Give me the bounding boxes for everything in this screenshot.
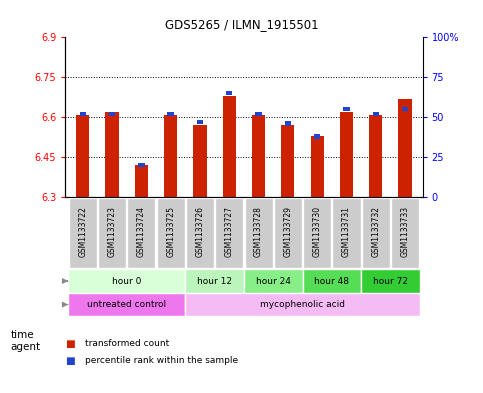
FancyBboxPatch shape (244, 198, 272, 268)
Text: GSM1133726: GSM1133726 (196, 206, 204, 257)
FancyBboxPatch shape (185, 293, 420, 316)
Text: GSM1133728: GSM1133728 (254, 206, 263, 257)
Bar (284, 121, 291, 126)
Bar (80, 112, 86, 116)
FancyBboxPatch shape (68, 293, 185, 316)
FancyBboxPatch shape (185, 269, 244, 293)
Bar (372, 112, 379, 116)
Text: untreated control: untreated control (87, 300, 166, 309)
Bar (256, 112, 262, 116)
Text: GSM1133722: GSM1133722 (78, 206, 87, 257)
Bar (398, 99, 412, 197)
Text: GSM1133730: GSM1133730 (313, 206, 322, 257)
Text: hour 12: hour 12 (197, 277, 232, 285)
Text: GDS5265 / ILMN_1915501: GDS5265 / ILMN_1915501 (165, 18, 318, 31)
FancyBboxPatch shape (391, 198, 419, 268)
Text: ■: ■ (65, 339, 75, 349)
Bar (314, 134, 320, 139)
Bar (105, 112, 119, 197)
FancyBboxPatch shape (186, 198, 214, 268)
Text: GSM1133724: GSM1133724 (137, 206, 146, 257)
Bar (197, 120, 203, 124)
FancyBboxPatch shape (128, 198, 156, 268)
Text: hour 24: hour 24 (256, 277, 291, 285)
Bar (340, 112, 353, 197)
Bar (76, 114, 89, 197)
FancyBboxPatch shape (274, 198, 302, 268)
Bar (193, 125, 207, 197)
Bar (226, 91, 232, 95)
Bar (252, 114, 265, 197)
Text: GSM1133731: GSM1133731 (342, 206, 351, 257)
FancyBboxPatch shape (69, 198, 97, 268)
FancyBboxPatch shape (361, 269, 420, 293)
Bar (135, 165, 148, 197)
Text: GSM1133729: GSM1133729 (284, 206, 292, 257)
Text: agent: agent (11, 342, 41, 352)
Bar (138, 163, 144, 167)
FancyBboxPatch shape (244, 269, 302, 293)
FancyBboxPatch shape (215, 198, 243, 268)
Text: hour 72: hour 72 (373, 277, 408, 285)
Bar (164, 114, 177, 197)
Text: mycophenolic acid: mycophenolic acid (260, 300, 345, 309)
FancyBboxPatch shape (303, 198, 331, 268)
Bar (168, 112, 174, 116)
FancyBboxPatch shape (98, 198, 126, 268)
FancyBboxPatch shape (302, 269, 361, 293)
Bar (402, 107, 408, 112)
Text: hour 0: hour 0 (112, 277, 142, 285)
Text: transformed count: transformed count (85, 340, 169, 348)
FancyBboxPatch shape (68, 269, 185, 293)
Bar (223, 96, 236, 197)
Text: hour 48: hour 48 (314, 277, 349, 285)
Text: time: time (11, 330, 34, 340)
Bar (369, 114, 383, 197)
FancyBboxPatch shape (362, 198, 390, 268)
FancyBboxPatch shape (332, 198, 360, 268)
Bar (343, 107, 350, 112)
Text: GSM1133723: GSM1133723 (108, 206, 116, 257)
Text: ■: ■ (65, 356, 75, 366)
Text: percentile rank within the sample: percentile rank within the sample (85, 356, 238, 365)
FancyBboxPatch shape (156, 198, 185, 268)
Text: GSM1133725: GSM1133725 (166, 206, 175, 257)
Bar (281, 125, 295, 197)
Text: GSM1133733: GSM1133733 (400, 206, 410, 257)
Text: GSM1133727: GSM1133727 (225, 206, 234, 257)
Bar (109, 112, 115, 116)
Text: GSM1133732: GSM1133732 (371, 206, 380, 257)
Bar (311, 136, 324, 197)
